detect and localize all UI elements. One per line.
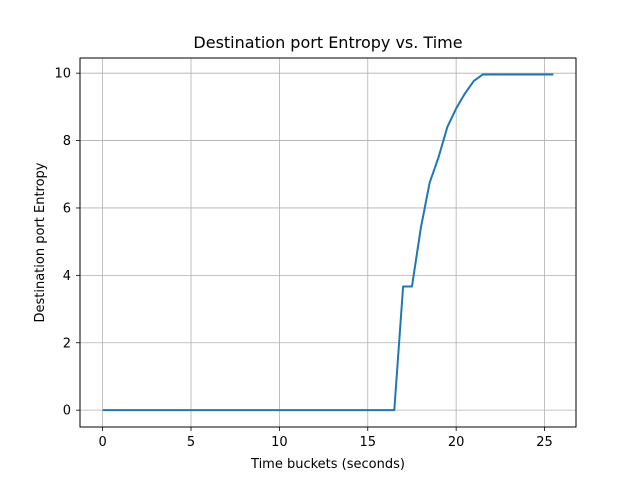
x-tick-label: 10 xyxy=(271,435,288,450)
y-tick-label: 8 xyxy=(63,134,71,149)
ticks: 0 5 10 15 20 25 0 2 4 6 8 10 xyxy=(54,67,552,450)
x-tick-label: 5 xyxy=(187,435,195,450)
x-axis-label: Time buckets (seconds) xyxy=(250,457,405,472)
y-tick-label: 0 xyxy=(63,404,71,419)
y-tick-label: 10 xyxy=(54,67,71,82)
x-tick-label: 0 xyxy=(98,435,106,450)
series-group xyxy=(102,73,554,412)
y-tick-label: 2 xyxy=(63,336,71,351)
x-tick-label: 20 xyxy=(448,435,465,450)
y-axis-label: Destination port Entropy xyxy=(33,162,48,322)
chart-title: Destination port Entropy vs. Time xyxy=(193,33,462,52)
x-tick-label: 25 xyxy=(536,435,553,450)
y-tick-label: 6 xyxy=(63,201,71,216)
x-tick-label: 15 xyxy=(359,435,376,450)
y-tick-label: 4 xyxy=(63,269,71,284)
series-line xyxy=(102,73,554,412)
plot-frame xyxy=(79,57,577,428)
